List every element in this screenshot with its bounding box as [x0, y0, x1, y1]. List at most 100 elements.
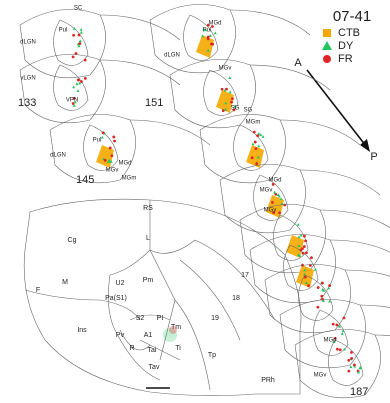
dy-cell: [214, 31, 217, 34]
section-sc: [345, 270, 390, 295]
fr-cell: [222, 109, 225, 112]
section-outline: [240, 204, 326, 272]
legend-swatch: [322, 41, 332, 50]
section-label: dLGN: [20, 40, 36, 46]
legend-label: CTB: [338, 27, 360, 39]
section-label: MGd: [118, 161, 131, 167]
section-label: SG: [244, 108, 253, 114]
cortex-label: PRh: [261, 377, 275, 384]
fr-cell: [320, 295, 323, 298]
fr-cell: [251, 156, 254, 159]
section-outline: [150, 4, 236, 72]
fr-cell: [353, 364, 356, 367]
cortex-label: Tp: [208, 352, 216, 359]
fr-cell: [221, 88, 224, 91]
fr-cell: [104, 159, 107, 162]
fr-cell: [310, 256, 313, 259]
section-label: dLGN: [50, 153, 66, 159]
cortex-label: Pm: [143, 277, 154, 284]
section-label: MGv: [314, 373, 327, 379]
direction-start: A: [294, 57, 302, 69]
section-label: Pul: [203, 28, 212, 34]
dy-cell: [251, 142, 254, 145]
fr-cell: [317, 286, 320, 289]
fr-cell: [335, 323, 338, 326]
cortex-label: F: [36, 287, 40, 294]
fr-cell: [321, 282, 324, 285]
cortex-label: U2: [116, 280, 125, 287]
cortex-label: Ti: [175, 345, 181, 352]
legend-swatch: [323, 29, 331, 37]
cortex-label: M: [62, 279, 68, 286]
section-label: MGm: [122, 176, 137, 182]
section-number: 187: [350, 386, 368, 398]
dy-cell: [72, 86, 75, 89]
cortex-label: Pa(S1): [105, 295, 127, 302]
fr-cell: [80, 80, 83, 83]
section-sc: [320, 210, 390, 235]
fr-cell: [347, 359, 350, 362]
fr-cell: [256, 134, 259, 137]
cortex-label: Tai: [148, 347, 157, 354]
dy-cell: [273, 191, 276, 194]
cortex-label: RS: [143, 205, 153, 212]
dy-cell: [228, 76, 231, 79]
dy-cell: [75, 82, 78, 85]
section-label: Pul: [93, 138, 102, 144]
cortex-label: Ins: [77, 327, 87, 334]
fr-cell: [336, 348, 339, 351]
cortex-label: Tav: [149, 364, 160, 371]
fr-cell: [255, 162, 258, 165]
section-outline: [50, 114, 136, 182]
fr-cell: [332, 323, 335, 326]
fr-cell: [109, 147, 112, 150]
section-number: 133: [18, 97, 36, 109]
figure: 07-41 A P CTBDYFRSCdLGNPulMGdMGvMGmSGVPN…: [0, 0, 390, 403]
section-label: MGd: [323, 338, 336, 344]
fr-cell: [230, 101, 233, 104]
ctb-label: [286, 235, 304, 258]
direction-end: P: [370, 151, 377, 163]
cortex-label: 18: [232, 295, 240, 302]
section-sc: [100, 15, 180, 40]
injection-site: [169, 326, 177, 334]
section-label: VPN: [66, 98, 78, 104]
fr-cell: [303, 235, 306, 238]
dy-cell: [297, 223, 300, 226]
dy-cell: [349, 365, 352, 368]
dy-cell: [257, 144, 260, 147]
fr-cell: [316, 306, 319, 309]
section-label: SC: [74, 6, 83, 12]
direction-arrow: [307, 70, 366, 146]
section-label: MGd: [208, 21, 221, 27]
section-label: SG: [231, 106, 240, 112]
fr-cell: [278, 211, 281, 214]
fr-cell: [77, 79, 80, 82]
section-label: dLGN: [164, 53, 180, 59]
section-label: Pul: [59, 28, 68, 34]
dy-cell: [80, 31, 83, 34]
fr-cell: [350, 357, 353, 360]
section-label: vLGN: [20, 76, 35, 82]
fr-cell: [72, 55, 75, 58]
fr-cell: [110, 154, 113, 157]
fr-cell: [112, 136, 115, 139]
section-label: MGm: [246, 120, 261, 126]
ctb-label: [196, 35, 214, 58]
section-sc: [130, 120, 210, 145]
section-number: 145: [76, 174, 94, 186]
section-sc: [375, 335, 390, 360]
fr-cell: [113, 140, 116, 143]
section-sc: [330, 240, 390, 265]
cortex-label: L: [146, 235, 150, 242]
cortex-label: R: [129, 345, 134, 352]
cortex-label: S2: [136, 315, 145, 322]
section-sc: [250, 65, 330, 90]
fr-cell: [207, 36, 210, 39]
cortex-label: 17: [241, 272, 249, 279]
legend-label: FR: [338, 53, 353, 65]
cortex-outline: [24, 199, 301, 395]
section-label: MGv: [260, 188, 273, 194]
dy-cell: [341, 332, 344, 335]
fr-cell: [102, 131, 105, 134]
